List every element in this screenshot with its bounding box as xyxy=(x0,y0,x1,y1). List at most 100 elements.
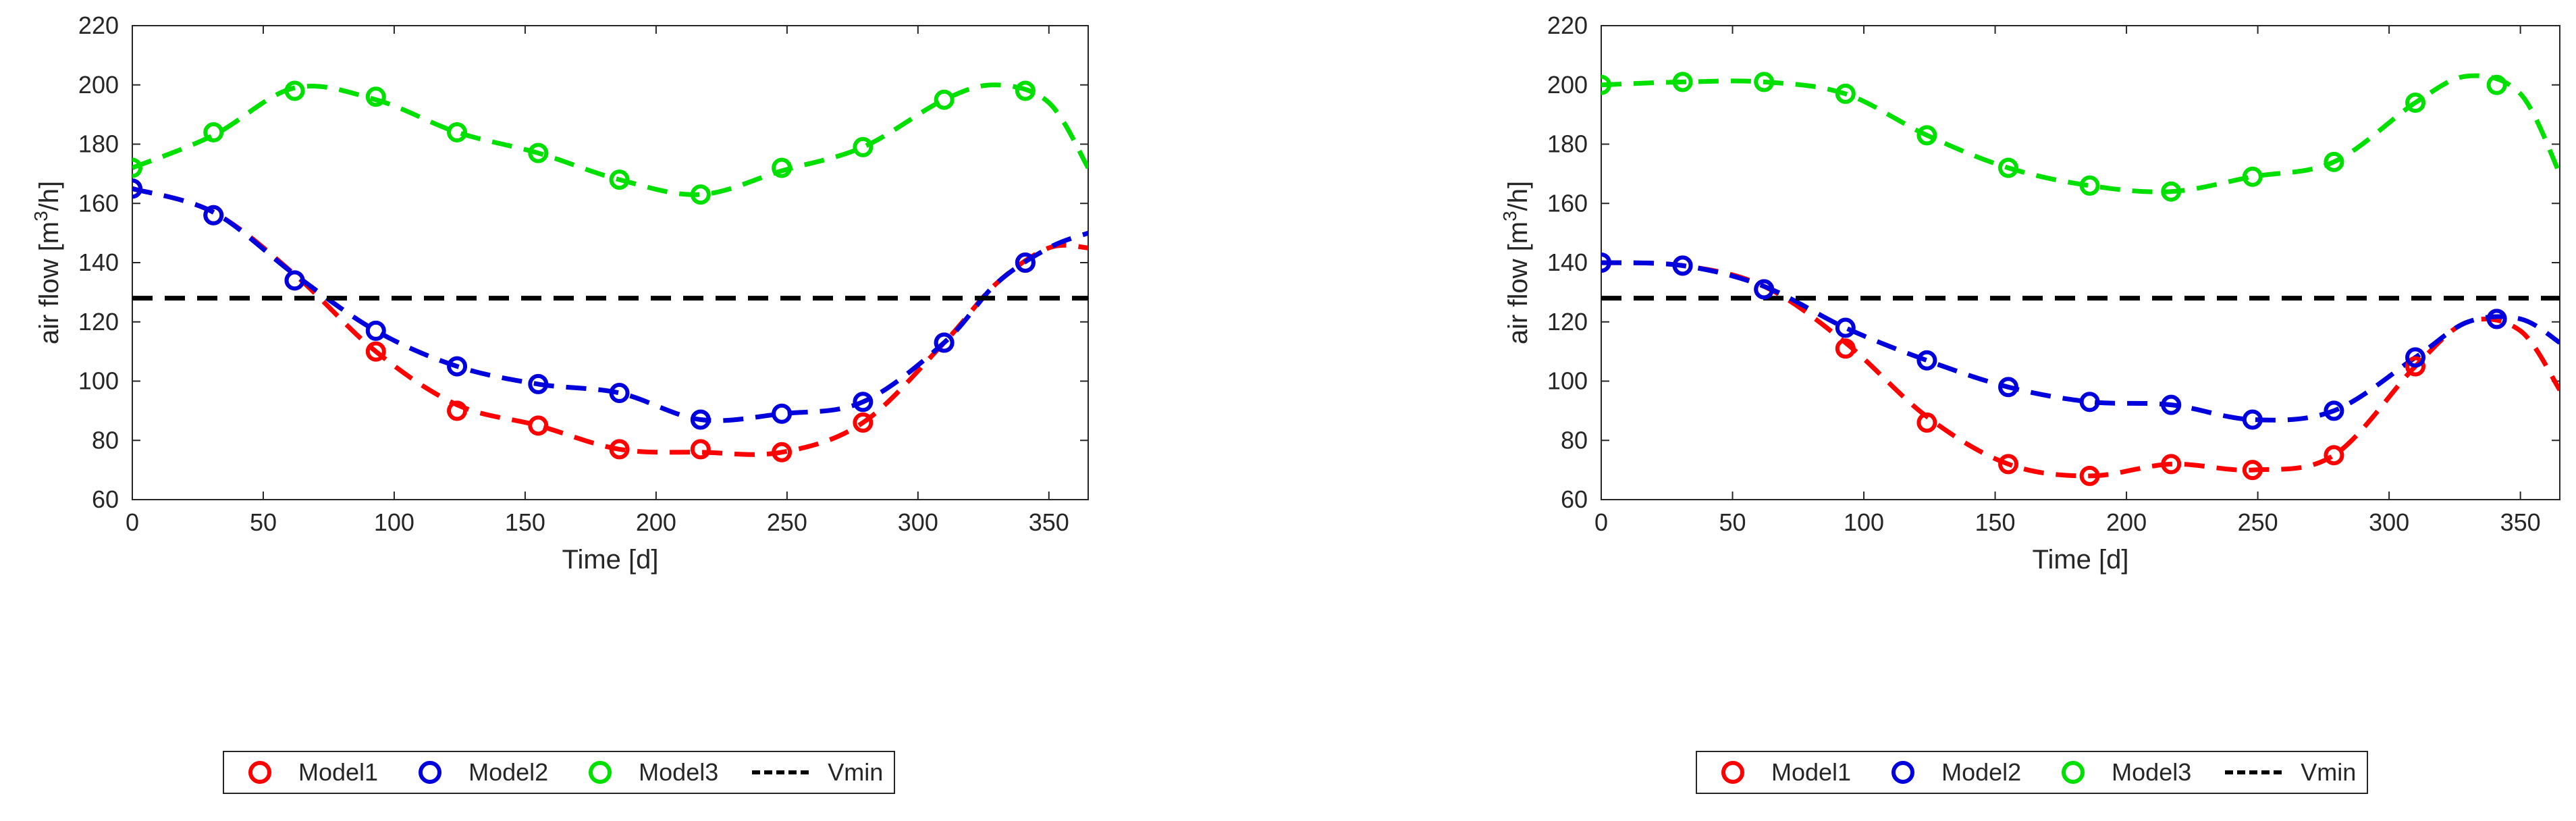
data-point-model1 xyxy=(1998,454,2019,475)
x-tick-label: 150 xyxy=(505,508,545,536)
data-point-model3 xyxy=(772,157,793,178)
data-point-model1 xyxy=(2242,460,2263,481)
data-point-model1 xyxy=(447,400,468,421)
data-point-model1 xyxy=(690,439,711,460)
y-tick-label: 220 xyxy=(78,11,119,39)
x-tick-label: 0 xyxy=(1594,508,1608,536)
data-point-model2 xyxy=(284,270,305,291)
chart-panel-1: 0 50 100 150 200 250 300 350 60 80 100 120 140 160 180… xyxy=(30,11,1089,575)
series-line-model2 xyxy=(132,186,1088,423)
data-point-model2 xyxy=(1916,350,1937,371)
y-axis-label-sup: 3 xyxy=(30,211,51,221)
data-point-model3 xyxy=(528,142,549,163)
y-axis-label-main: air flow [m xyxy=(1503,221,1533,344)
data-point-model3 xyxy=(609,169,630,190)
data-point-model2 xyxy=(1998,377,2019,398)
data-point-model3 xyxy=(1916,125,1937,146)
y-tick-label: 140 xyxy=(1547,248,1588,276)
data-point-model1 xyxy=(2161,454,2182,475)
data-point-model2 xyxy=(2161,394,2182,415)
data-point-model2 xyxy=(2324,400,2344,421)
data-point-model2 xyxy=(528,373,549,394)
data-point-model2 xyxy=(1754,279,1775,300)
data-point-model2 xyxy=(1015,253,1036,273)
y-tick-label: 80 xyxy=(92,426,119,454)
data-point-model1 xyxy=(1835,338,1856,359)
data-point-model2 xyxy=(1672,255,1693,276)
x-tick-label: 0 xyxy=(126,508,139,536)
data-point-model2 xyxy=(132,178,142,199)
data-point-model1 xyxy=(2324,445,2344,466)
x-axis-label: Time [d] xyxy=(2033,545,2129,575)
data-point-model3 xyxy=(365,86,386,107)
data-point-model3 xyxy=(1015,80,1036,101)
x-tick-label: 50 xyxy=(1719,508,1746,536)
y-axis-label: air flow [m3/h] xyxy=(30,181,64,344)
data-point-model2 xyxy=(1601,253,1611,273)
data-point-model1 xyxy=(609,439,630,460)
y-tick-label: 60 xyxy=(1561,485,1588,513)
data-point-model1 xyxy=(528,415,549,436)
data-point-model2 xyxy=(934,332,955,353)
data-point-model3 xyxy=(447,122,468,142)
data-point-model2 xyxy=(609,383,630,404)
x-tick-label: 250 xyxy=(2238,508,2278,536)
data-layer xyxy=(132,80,1088,462)
data-point-model2 xyxy=(447,356,468,377)
data-point-model2 xyxy=(365,320,386,341)
series-line-model3 xyxy=(1601,73,2560,194)
x-tick-label: 100 xyxy=(1844,508,1884,536)
x-axis-label: Time [d] xyxy=(562,545,659,575)
data-point-model3 xyxy=(1672,72,1693,92)
data-point-model3 xyxy=(2324,151,2344,172)
y-axis-label: air flow [m3/h] xyxy=(1499,181,1533,344)
y-tick-label: 100 xyxy=(78,367,119,395)
data-point-model3 xyxy=(934,89,955,110)
data-point-model2 xyxy=(772,403,793,424)
data-point-model2 xyxy=(2242,409,2263,430)
x-tick-label: 200 xyxy=(2106,508,2147,536)
y-tick-label: 180 xyxy=(1547,130,1588,158)
y-tick-label: 160 xyxy=(78,189,119,217)
data-point-model3 xyxy=(1998,157,2019,178)
data-point-model3 xyxy=(2405,92,2426,113)
data-point-model3 xyxy=(2161,181,2182,202)
y-axis-label-sup: 3 xyxy=(1499,211,1520,221)
chart-panel-2: 0 50 100 150 200 250 300 350 60 80 100 120 140 160 180… xyxy=(1499,11,2560,575)
y-axis-label-tail: /h] xyxy=(1503,181,1533,211)
x-tick-label: 350 xyxy=(2500,508,2541,536)
y-axis-label-main: air flow [m xyxy=(34,221,64,344)
data-point-model3 xyxy=(203,122,224,142)
x-tick-label: 250 xyxy=(767,508,807,536)
data-point-model2 xyxy=(203,205,224,226)
y-tick-label: 120 xyxy=(1547,308,1588,336)
data-point-model2 xyxy=(853,392,874,413)
x-tick-label: 350 xyxy=(1029,508,1069,536)
y-tick-label: 180 xyxy=(78,130,119,158)
y-tick-label: 220 xyxy=(1547,11,1588,39)
data-point-model3 xyxy=(1601,74,1611,95)
data-point-model3 xyxy=(1835,83,1856,104)
plot-frame xyxy=(132,25,1089,500)
data-point-model3 xyxy=(853,136,874,157)
y-tick-label: 200 xyxy=(1547,71,1588,99)
data-point-model1 xyxy=(772,442,793,462)
x-tick-label: 300 xyxy=(2369,508,2409,536)
data-point-model2 xyxy=(2486,309,2507,329)
y-tick-label: 100 xyxy=(1547,367,1588,395)
y-tick-label: 80 xyxy=(1561,426,1588,454)
data-point-model3 xyxy=(2079,175,2100,196)
data-point-model2 xyxy=(1835,317,1856,338)
data-point-model3 xyxy=(1754,72,1775,92)
series-line-model2 xyxy=(1601,260,2560,423)
plot-frame xyxy=(1601,25,2560,500)
x-tick-label: 150 xyxy=(1975,508,2016,536)
series-line-model1 xyxy=(1601,260,2560,479)
data-point-model1 xyxy=(2405,356,2426,377)
data-point-model3 xyxy=(690,184,711,205)
series-line-model1 xyxy=(132,186,1088,457)
data-point-model2 xyxy=(2079,392,2100,413)
data-point-model1 xyxy=(2079,465,2100,486)
y-tick-label: 140 xyxy=(78,248,119,276)
